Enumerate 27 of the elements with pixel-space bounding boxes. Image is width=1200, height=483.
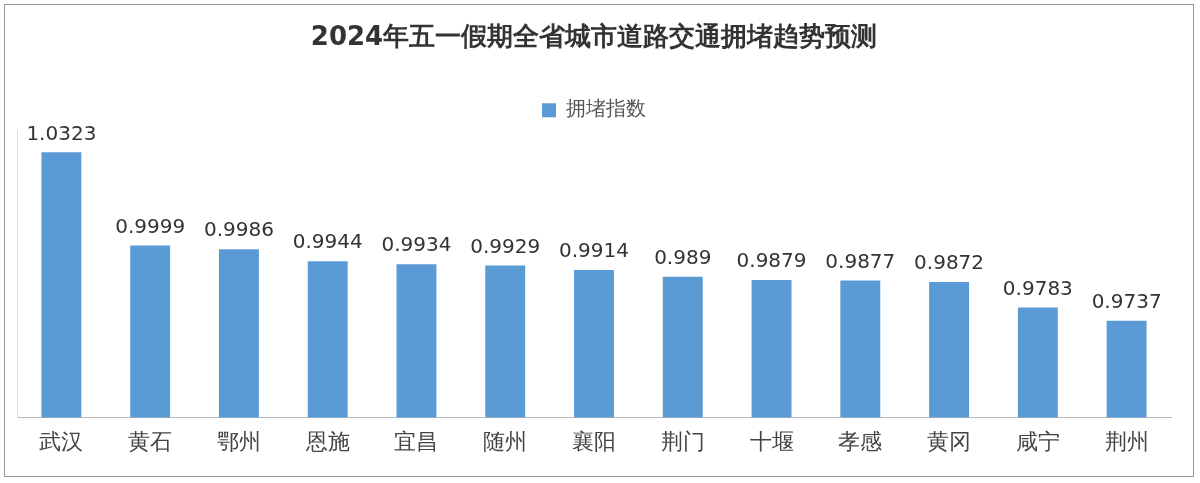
x-tick-label: 鄂州 bbox=[216, 428, 261, 454]
x-tick-label: 荆州 bbox=[1104, 428, 1149, 454]
x-tick-label: 咸宁 bbox=[1015, 428, 1060, 454]
data-label: 0.9872 bbox=[914, 250, 985, 275]
data-label: 0.989 bbox=[654, 244, 712, 269]
data-label: 0.9929 bbox=[470, 233, 541, 258]
x-tick-label: 黄冈 bbox=[927, 428, 972, 454]
data-label: 0.9986 bbox=[203, 217, 274, 242]
x-tick-label: 荆门 bbox=[660, 428, 705, 454]
data-label: 0.9877 bbox=[825, 248, 896, 273]
x-tick-label: 襄阳 bbox=[572, 428, 616, 454]
data-label: 0.9737 bbox=[1091, 288, 1162, 313]
x-tick-label: 黄石 bbox=[128, 428, 173, 454]
data-label: 0.9999 bbox=[115, 213, 186, 238]
chart-title: 2024年五一假期全省城市道路交通拥堵趋势预测 bbox=[310, 21, 878, 52]
x-tick-label: 孝感 bbox=[838, 428, 883, 454]
data-label: 1.0323 bbox=[26, 120, 97, 145]
data-label: 0.9879 bbox=[736, 248, 807, 273]
data-label: 0.9944 bbox=[292, 229, 363, 254]
data-label: 0.9914 bbox=[559, 238, 629, 263]
x-tick-label: 武汉 bbox=[39, 428, 84, 454]
x-tick-label: 随州 bbox=[483, 428, 528, 454]
data-label: 0.9934 bbox=[381, 232, 452, 257]
data-label: 0.9783 bbox=[1002, 275, 1073, 300]
x-tick-label: 恩施 bbox=[304, 428, 350, 454]
x-tick-label: 宜昌 bbox=[394, 428, 439, 454]
x-tick-label: 十堰 bbox=[749, 428, 794, 454]
